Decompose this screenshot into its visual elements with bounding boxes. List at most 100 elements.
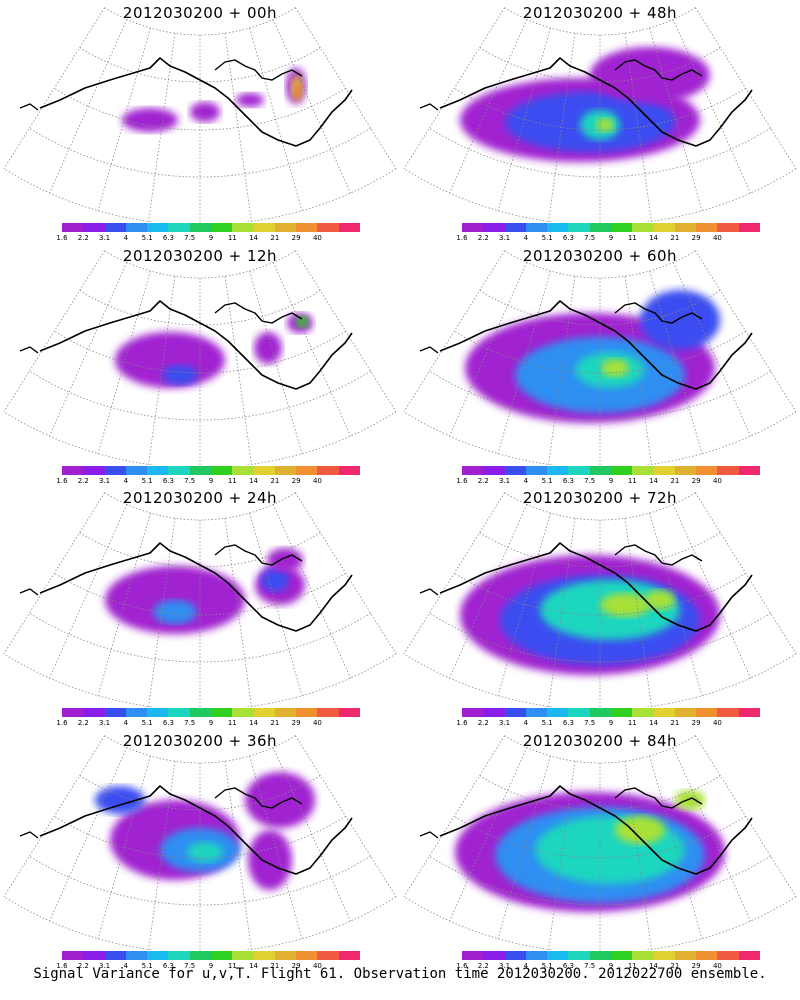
meridian-line — [403, 492, 505, 654]
colorbar-tick-label: 40 — [712, 719, 722, 727]
colorbar-swatch — [338, 466, 360, 475]
colorbar-labels: 1.6 2.2 3.1 4 5.1 6.3 7.5 9 11 14 21 29 40 — [52, 234, 352, 244]
colorbar-tick-label: 6.3 — [562, 477, 574, 485]
colorbar-swatch — [504, 951, 526, 960]
coastline — [439, 300, 753, 390]
colorbar-swatch — [525, 951, 548, 960]
colorbar-swatch — [317, 951, 339, 960]
colorbar-swatch — [125, 951, 148, 960]
sector-map — [403, 735, 797, 950]
colorbar-labels: 1.6 2.2 3.1 4 5.1 6.3 7.5 9 11 14 21 29 40 — [452, 234, 752, 244]
latitude-line — [429, 612, 771, 663]
colorbar-tick-label: 4 — [123, 234, 129, 242]
variance-contour — [236, 93, 264, 107]
colorbar-tick-label: 7.5 — [184, 719, 196, 727]
colorbar-swatch — [189, 466, 211, 475]
colorbar-tick-label: 3.1 — [98, 962, 111, 970]
variance-contour — [122, 108, 178, 132]
colorbar-tick-label: 7.5 — [184, 477, 196, 485]
sector-map — [403, 250, 797, 465]
colorbar-tick-label: 7.5 — [584, 477, 596, 485]
colorbar-swatch — [504, 708, 526, 717]
colorbar-swatch — [610, 466, 633, 475]
colorbar-swatch — [338, 708, 360, 717]
colorbar-tick-label: 7.5 — [584, 962, 596, 970]
colorbar-tick-label: 3.1 — [498, 962, 511, 970]
colorbar-swatch — [462, 951, 484, 960]
panel-title: 2012030200 + 48h — [522, 4, 678, 22]
colorbar-swatch — [717, 708, 739, 717]
colorbar-swatch — [253, 466, 275, 475]
colorbar-tick-label: 4 — [523, 477, 529, 485]
colorbar-tick-label: 6.3 — [562, 962, 574, 970]
colorbar-swatch — [338, 951, 360, 960]
meridian-line — [3, 7, 105, 169]
colorbar-tick-label: 29 — [291, 234, 301, 242]
colorbar-tick-label: 4 — [523, 234, 529, 242]
variance-contour — [153, 600, 197, 624]
colorbar-swatch — [274, 708, 297, 717]
latitude-line — [54, 330, 346, 374]
colorbar-tick-label: 3.1 — [498, 719, 511, 727]
colorbar-labels: 1.6 2.2 3.1 4 5.1 6.3 7.5 9 11 14 21 29 40 — [452, 962, 752, 972]
colorbar-swatch — [568, 951, 590, 960]
colorbar-tick-label: 3.1 — [98, 719, 111, 727]
coastline-asia — [419, 346, 439, 354]
latitude-line — [29, 612, 371, 663]
meridian-line — [449, 262, 528, 437]
map-panel-72h: 2012030200 + 72h 1.6 2.2 3.1 4 5.1 6.3 7.5 9 11 14… — [400, 485, 800, 730]
colorbar-swatch — [632, 708, 654, 717]
meridian-line — [624, 518, 652, 707]
colorbar — [62, 466, 360, 475]
coastline — [39, 542, 353, 632]
colorbar-swatch — [253, 951, 275, 960]
colorbar-tick-label: 29 — [291, 477, 301, 485]
colorbar-tick-label: 7.5 — [584, 719, 596, 727]
variance-contour — [248, 830, 292, 890]
colorbar-tick-label: 21 — [670, 719, 680, 727]
variance-contour — [615, 816, 665, 844]
colorbar-swatch — [104, 708, 126, 717]
variance-field — [115, 313, 313, 388]
meridian-line — [295, 735, 397, 897]
colorbar-tick-label: 2.2 — [477, 719, 489, 727]
colorbar-swatch — [547, 708, 569, 717]
colorbar — [462, 951, 760, 960]
colorbar-tick-label: 11 — [627, 477, 637, 485]
colorbar-swatch — [674, 951, 697, 960]
colorbar-tick-label: 29 — [691, 962, 701, 970]
colorbar-swatch — [147, 708, 169, 717]
colorbar-tick-label: 1.6 — [456, 719, 468, 727]
colorbar-tick-label: 40 — [712, 962, 722, 970]
colorbar-tick-label: 40 — [712, 234, 722, 242]
colorbar-swatch — [189, 708, 211, 717]
colorbar-tick-label: 9 — [608, 234, 614, 242]
meridian-line — [148, 33, 176, 222]
meridian-line — [272, 19, 351, 194]
colorbar-swatch — [296, 223, 318, 232]
coastline-asia — [419, 588, 439, 596]
colorbar-tick-label: 4 — [123, 719, 129, 727]
latitude-line — [54, 87, 346, 131]
colorbar-swatch — [589, 951, 611, 960]
colorbar-tick-label: 9 — [208, 962, 214, 970]
colorbar-swatch — [696, 708, 718, 717]
meridian-line — [295, 492, 397, 654]
latitude-line — [54, 815, 346, 859]
colorbar-tick-label: 2.2 — [477, 477, 489, 485]
meridian-line — [148, 518, 176, 707]
sector-map — [3, 7, 397, 222]
colorbar-swatch — [653, 466, 675, 475]
colorbar-swatch — [568, 223, 590, 232]
colorbar-swatch — [168, 708, 190, 717]
variance-contour — [245, 772, 315, 828]
colorbar-swatch — [62, 466, 84, 475]
colorbar-swatch — [547, 951, 569, 960]
coastline-asia — [19, 831, 39, 839]
meridian-line — [249, 755, 303, 939]
sector-map — [3, 492, 397, 707]
colorbar-tick-label: 14 — [649, 962, 659, 970]
coastline — [39, 57, 353, 147]
coastline-asia — [419, 103, 439, 111]
variance-contour — [645, 590, 675, 610]
